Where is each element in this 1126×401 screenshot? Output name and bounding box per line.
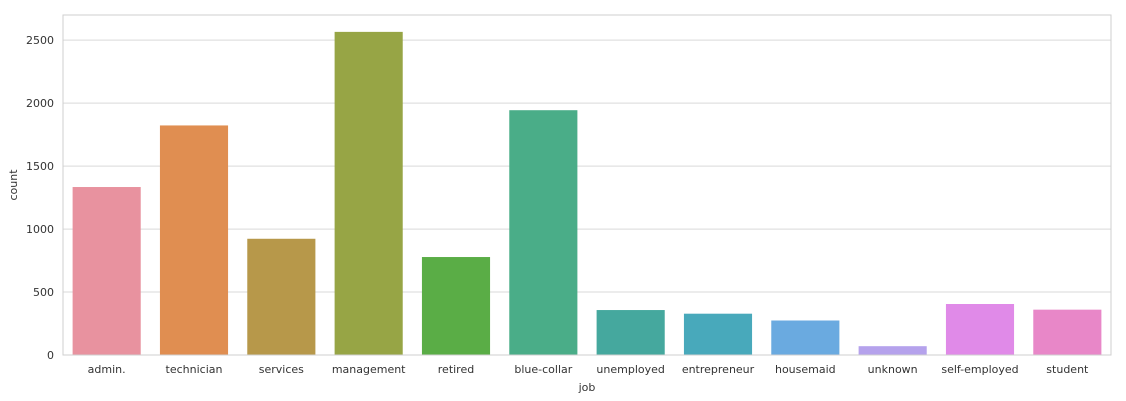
bar-student <box>1033 309 1102 355</box>
x-tick-label: management <box>332 363 406 376</box>
bar-blue-collar <box>509 110 578 355</box>
bar-retired <box>421 257 491 355</box>
bar-unknown <box>858 346 927 355</box>
x-tick-labels: admin. technician services management retire… <box>88 363 1089 376</box>
x-axis-label: job <box>578 381 596 394</box>
x-tick-label: blue-collar <box>514 363 572 376</box>
y-tick-label: 0 <box>47 349 54 362</box>
y-tick-label: 2500 <box>26 34 54 47</box>
x-tick-label: self-employed <box>941 363 1018 376</box>
x-tick-label: entrepreneur <box>682 363 755 376</box>
bar-entrepreneur <box>683 313 753 355</box>
bar-management <box>334 31 403 355</box>
y-tick-label: 2000 <box>26 97 54 110</box>
bar-housemaid <box>771 320 840 355</box>
x-tick-label: technician <box>166 363 223 376</box>
bars <box>72 31 1102 355</box>
y-tick-label: 1000 <box>26 223 54 236</box>
bar-admin <box>72 187 141 355</box>
x-tick-label: admin. <box>88 363 126 376</box>
x-tick-label: housemaid <box>775 363 836 376</box>
x-tick-label: unemployed <box>596 363 664 376</box>
plot-frame <box>62 14 1112 356</box>
bar-unemployed <box>596 310 665 355</box>
bar-self-employed <box>945 304 1015 355</box>
x-tick-label: retired <box>438 363 474 376</box>
y-tick-labels: 0 500 1000 1500 2000 2500 <box>26 34 54 362</box>
y-tick-label: 1500 <box>26 160 54 173</box>
y-axis-label: count <box>7 169 20 201</box>
plot-background <box>63 15 1111 355</box>
x-tick-label: unknown <box>868 363 918 376</box>
x-tick-label: services <box>259 363 304 376</box>
bar-services <box>247 238 316 355</box>
bar-technician <box>159 125 229 355</box>
x-tick-label: student <box>1046 363 1089 376</box>
y-tick-label: 500 <box>33 286 54 299</box>
